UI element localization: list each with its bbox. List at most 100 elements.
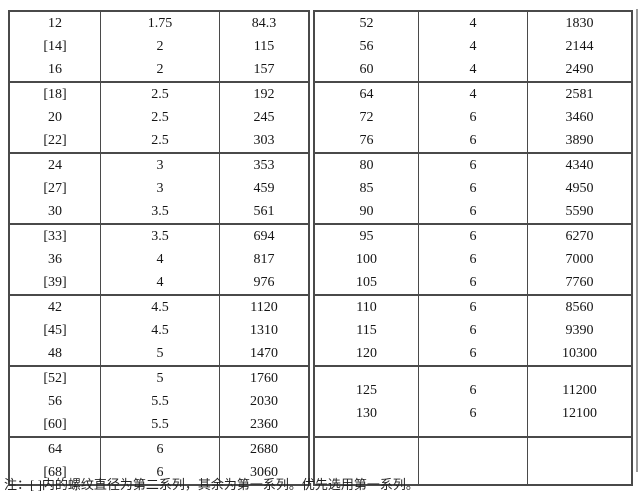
cell-value: 4950 [565, 181, 594, 196]
cell-stress-area: 353 459 561 [219, 152, 310, 225]
cell-stress-area: 2581 3460 3890 [527, 81, 633, 154]
cell-value: 4 [469, 16, 477, 31]
cell-value: 48 [48, 346, 62, 361]
cell-value: 6 [469, 323, 477, 338]
footnote: 注：[ ]内的螺纹直径为第二系列，其余为第一系列。优先选用第一系列。 [4, 477, 419, 492]
cell-value: 3.5 [151, 204, 169, 219]
cell-stress-area-empty [527, 436, 633, 486]
cell-value: 1310 [250, 323, 278, 338]
cell-value: 2.5 [151, 133, 169, 148]
cell-value: 6 [469, 110, 477, 125]
cell-thread-diameter: 80 85 90 [313, 152, 419, 225]
cell-pitch: 6 6 6 [418, 152, 528, 225]
cell-value: 12100 [562, 405, 597, 421]
cell-pitch: 4 6 6 [418, 81, 528, 154]
table-left-half: 12 [14] 16 1.75 2 2 84.3 115 157 [18] 20 [22] 2.… [8, 10, 310, 486]
cell-value: 72 [359, 110, 374, 125]
cell-stress-area: 1830 2144 2490 [527, 10, 633, 83]
cell-value: [45] [43, 323, 67, 338]
cell-value: [60] [43, 417, 67, 432]
cell-thread-diameter: 64 [68] [8, 436, 101, 486]
cell-value: 6 [469, 133, 477, 148]
cell-value: [33] [43, 229, 67, 244]
cell-value: 1120 [250, 300, 278, 315]
cell-value: 2 [156, 62, 164, 77]
cell-stress-area: 2680 3060 [219, 436, 310, 486]
cell-value: 60 [359, 62, 374, 77]
row-group: [52] 56 [60] 5 5.5 5.5 1760 2030 2360 [8, 365, 310, 438]
cell-value: 42 [48, 300, 62, 315]
cell-value: 6 [469, 405, 477, 421]
cell-value: 1.75 [147, 16, 173, 31]
cell-stress-area: 192 245 303 [219, 81, 310, 154]
cell-stress-area: 6270 7000 7760 [527, 223, 633, 296]
cell-value: 105 [356, 275, 377, 290]
cell-pitch: 1.75 2 2 [100, 10, 220, 83]
cell-thread-diameter: 12 [14] 16 [8, 10, 101, 83]
cell-value: 11200 [562, 382, 597, 398]
cell-thread-diameter: 42 [45] 48 [8, 294, 101, 367]
cell-thread-diameter: 95 100 105 [313, 223, 419, 296]
cell-stress-area: 4340 4950 5590 [527, 152, 633, 225]
cell-value: 353 [253, 158, 275, 173]
cell-value: 3.5 [151, 229, 169, 244]
cell-value: 85 [359, 181, 374, 196]
cell-value: 2.5 [151, 87, 169, 102]
cell-value: 2581 [565, 87, 594, 102]
cell-value: 16 [48, 62, 62, 77]
cell-value: [52] [43, 371, 67, 386]
row-group: 12 [14] 16 1.75 2 2 84.3 115 157 [8, 10, 310, 83]
cell-value: 3 [156, 181, 164, 196]
cell-value: 4 [469, 39, 477, 54]
cell-value: 6 [469, 252, 477, 267]
cell-value: 2 [156, 39, 164, 54]
cell-pitch: 6 6 6 [418, 294, 528, 367]
cell-value: 6 [469, 229, 477, 244]
cell-pitch: 3.5 4 4 [100, 223, 220, 296]
cell-value: 5.5 [151, 417, 169, 432]
cell-value: 8560 [565, 300, 594, 315]
cell-value: 1760 [250, 371, 278, 386]
cell-stress-area: 694 817 976 [219, 223, 310, 296]
cell-value: 459 [253, 181, 275, 196]
cell-value: 7000 [565, 252, 594, 267]
cell-value: 6 [469, 382, 477, 398]
cell-thread-diameter: 52 56 60 [313, 10, 419, 83]
cell-value: 4.5 [151, 323, 169, 338]
cell-value: 2.5 [151, 110, 169, 125]
cell-thread-diameter: [18] 20 [22] [8, 81, 101, 154]
cell-value: 4340 [565, 158, 594, 173]
cell-value: 5 [156, 371, 164, 386]
cell-pitch: 2.5 2.5 2.5 [100, 81, 220, 154]
cell-thread-diameter: 24 [27] 30 [8, 152, 101, 225]
cell-thread-diameter: 125 130 [313, 365, 419, 438]
cell-value: 2030 [250, 394, 278, 409]
row-group: [33] 36 [39] 3.5 4 4 694 817 976 [8, 223, 310, 296]
cell-value: 6 [469, 204, 477, 219]
cell-value: 5590 [565, 204, 594, 219]
cell-value: 80 [359, 158, 374, 173]
cell-value: 64 [48, 442, 62, 457]
cell-thread-diameter-empty [313, 436, 419, 486]
cell-value: [27] [43, 181, 67, 196]
cell-pitch: 3 3 3.5 [100, 152, 220, 225]
cell-value: 2490 [565, 62, 594, 77]
row-group: 24 [27] 30 3 3 3.5 353 459 561 [8, 152, 310, 225]
cell-pitch-empty [418, 436, 528, 486]
cell-value: [14] [43, 39, 67, 54]
cell-value: 4 [156, 252, 164, 267]
cell-value: 694 [253, 229, 275, 244]
cell-value: 3060 [250, 465, 278, 480]
cell-stress-area: 84.3 115 157 [219, 10, 310, 83]
cell-value: 90 [359, 204, 374, 219]
cell-pitch: 5 5.5 5.5 [100, 365, 220, 438]
cell-pitch: 4 4 4 [418, 10, 528, 83]
cell-value: 130 [356, 405, 377, 421]
cell-value: 9390 [565, 323, 594, 338]
cell-thread-diameter: [52] 56 [60] [8, 365, 101, 438]
thread-spec-table: 12 [14] 16 1.75 2 2 84.3 115 157 [18] 20 [22] 2.… [8, 10, 633, 486]
cell-value: 6 [469, 346, 477, 361]
cell-value: 6 [156, 465, 164, 480]
